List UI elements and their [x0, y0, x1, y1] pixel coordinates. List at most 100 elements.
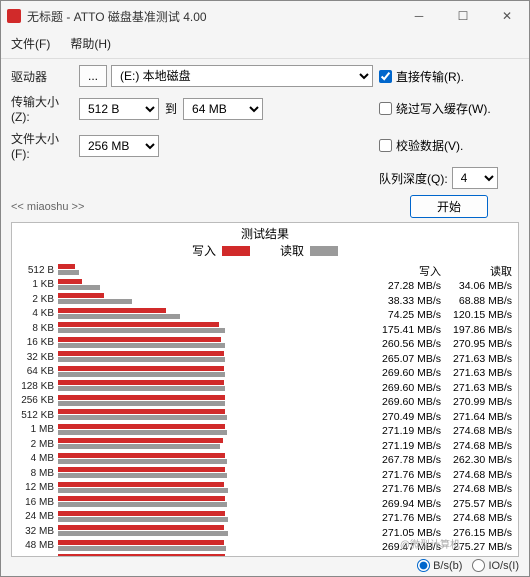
data-row: 175.41 MB/s197.86 MB/s — [370, 323, 512, 338]
data-row: 27.28 MB/s34.06 MB/s — [370, 279, 512, 294]
xfer-label: 传输大小(Z): — [11, 93, 73, 124]
xfer-to-select[interactable]: 64 MB — [183, 98, 263, 120]
watermark: @微型计算机 — [400, 536, 460, 551]
write-bar — [58, 511, 225, 516]
drive-browse-button[interactable]: ... — [79, 65, 107, 87]
write-bar — [58, 293, 104, 298]
legend-write-swatch — [222, 246, 250, 256]
bar-label: 512 KB — [16, 410, 58, 421]
bar-row: 16 MB — [16, 495, 366, 510]
data-row: 271.19 MB/s274.68 MB/s — [370, 439, 512, 454]
data-row: 271.76 MB/s274.68 MB/s — [370, 468, 512, 483]
write-bar — [58, 337, 221, 342]
read-value: 271.63 MB/s — [441, 353, 512, 365]
direct-io-checkbox[interactable]: 直接传输(R). — [379, 68, 519, 85]
data-row: 269.60 MB/s271.63 MB/s — [370, 366, 512, 381]
menubar: 文件(F) 帮助(H) — [1, 31, 529, 56]
unit-ios-radio[interactable]: IO/s(I) — [472, 559, 519, 572]
write-value: 267.78 MB/s — [370, 454, 441, 466]
write-bar — [58, 366, 224, 371]
read-value: 271.64 MB/s — [441, 411, 512, 423]
bar-label: 8 KB — [16, 323, 58, 334]
menu-file[interactable]: 文件(F) — [7, 33, 54, 54]
write-value: 260.56 MB/s — [370, 338, 441, 350]
close-button[interactable]: ✕ — [485, 1, 529, 31]
file-size-select[interactable]: 256 MB — [79, 135, 159, 157]
bar-label: 128 KB — [16, 381, 58, 392]
write-bar — [58, 380, 224, 385]
maximize-button[interactable]: ☐ — [441, 1, 485, 31]
data-table: 写入 读取 27.28 MB/s34.06 MB/s38.33 MB/s68.8… — [370, 261, 518, 556]
bar-row: 1 MB — [16, 423, 366, 438]
data-row: 270.49 MB/s271.64 MB/s — [370, 410, 512, 425]
bar-row: 512 KB — [16, 408, 366, 423]
footer: B/s(b) IO/s(I) — [1, 557, 529, 576]
read-bar — [58, 502, 227, 507]
read-bar — [58, 285, 100, 290]
bar-label: 512 B — [16, 265, 58, 276]
bar-row: 64 MB — [16, 553, 366, 556]
bar-row: 4 MB — [16, 452, 366, 467]
data-row: 271.76 MB/s274.68 MB/s — [370, 511, 512, 526]
write-bar — [58, 453, 225, 458]
write-value: 265.07 MB/s — [370, 353, 441, 365]
settings-form: 驱动器 ... (E:) 本地磁盘 直接传输(R). 传输大小(Z): 512 … — [1, 59, 529, 220]
data-row: 267.78 MB/s262.30 MB/s — [370, 453, 512, 468]
write-bar — [58, 525, 224, 530]
bar-chart: 512 B1 KB2 KB4 KB8 KB16 KB32 KB64 KB128 … — [12, 261, 370, 556]
write-bar — [58, 438, 223, 443]
bypass-cache-checkbox[interactable]: 绕过写入缓存(W). — [379, 100, 519, 117]
menu-help[interactable]: 帮助(H) — [66, 33, 115, 54]
read-bar — [58, 531, 228, 536]
write-value: 269.60 MB/s — [370, 382, 441, 394]
bar-row: 16 KB — [16, 336, 366, 351]
bar-label: 12 MB — [16, 482, 58, 493]
data-row: 269.60 MB/s271.63 MB/s — [370, 381, 512, 396]
data-row: 269.94 MB/s275.57 MB/s — [370, 497, 512, 512]
read-bar — [58, 386, 225, 391]
data-row: 74.25 MB/s120.15 MB/s — [370, 308, 512, 323]
read-value: 274.68 MB/s — [441, 440, 512, 452]
bar-label: 32 MB — [16, 526, 58, 537]
data-row: 269.66 MB/s272.21 MB/s — [370, 555, 512, 557]
read-bar — [58, 372, 225, 377]
queue-depth-select[interactable]: 4 — [452, 167, 498, 189]
legend-read-swatch — [310, 246, 338, 256]
write-bar — [58, 264, 75, 269]
bar-row: 8 KB — [16, 321, 366, 336]
bar-label: 32 KB — [16, 352, 58, 363]
start-button[interactable]: 开始 — [410, 195, 488, 218]
read-value: 274.68 MB/s — [441, 512, 512, 524]
bar-row: 512 B — [16, 263, 366, 278]
bar-label: 2 KB — [16, 294, 58, 305]
read-bar — [58, 444, 220, 449]
bar-row: 48 MB — [16, 539, 366, 554]
data-header-read: 读取 — [441, 263, 512, 279]
bar-row: 12 MB — [16, 481, 366, 496]
write-value: 38.33 MB/s — [370, 295, 441, 307]
unit-bs-radio[interactable]: B/s(b) — [417, 559, 462, 572]
write-value: 270.49 MB/s — [370, 411, 441, 423]
chart-legend: 写入 读取 — [12, 242, 518, 261]
read-bar — [58, 343, 225, 348]
file-label: 文件大小(F): — [11, 130, 73, 161]
xfer-from-select[interactable]: 512 B — [79, 98, 159, 120]
write-value: 271.76 MB/s — [370, 512, 441, 524]
bar-row: 32 KB — [16, 350, 366, 365]
bar-label: 64 MB — [16, 555, 58, 556]
read-value: 262.30 MB/s — [441, 454, 512, 466]
bar-row: 2 MB — [16, 437, 366, 452]
write-bar — [58, 482, 224, 487]
verify-checkbox[interactable]: 校验数据(V). — [379, 137, 519, 154]
drive-select[interactable]: (E:) 本地磁盘 — [111, 65, 373, 87]
write-bar — [58, 424, 225, 429]
write-value: 74.25 MB/s — [370, 309, 441, 321]
minimize-button[interactable]: ─ — [397, 1, 441, 31]
results-title: 测试结果 — [12, 223, 518, 242]
bar-label: 8 MB — [16, 468, 58, 479]
write-value: 271.76 MB/s — [370, 483, 441, 495]
read-bar — [58, 488, 228, 493]
unit-radios: B/s(b) IO/s(I) — [417, 559, 519, 572]
bar-label: 4 KB — [16, 308, 58, 319]
read-bar — [58, 328, 225, 333]
